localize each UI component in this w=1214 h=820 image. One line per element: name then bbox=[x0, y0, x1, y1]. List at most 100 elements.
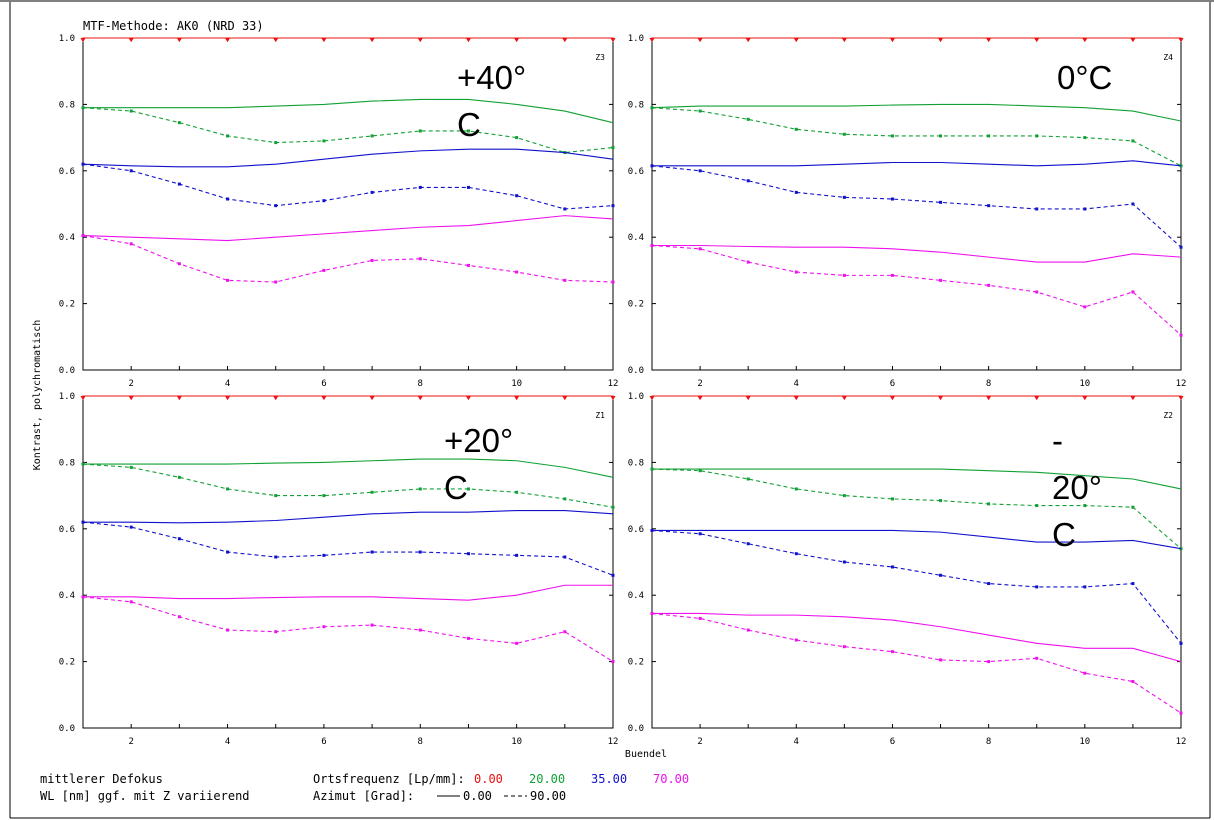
series-line-70-00-solid bbox=[83, 584, 613, 601]
data-point bbox=[987, 502, 991, 506]
data-point bbox=[1035, 207, 1039, 211]
data-point bbox=[81, 595, 85, 599]
data-point bbox=[370, 623, 374, 627]
data-point bbox=[370, 134, 374, 138]
data-point bbox=[417, 38, 423, 42]
data-point bbox=[466, 636, 470, 640]
footer-defokus: mittlerer Defokus bbox=[40, 772, 163, 786]
zone-label: Z2 bbox=[1163, 411, 1173, 420]
data-point bbox=[746, 542, 750, 546]
data-point bbox=[225, 396, 231, 400]
data-point bbox=[514, 38, 520, 42]
data-point bbox=[321, 396, 327, 400]
x-tick-label: 2 bbox=[128, 379, 133, 389]
data-point bbox=[273, 38, 279, 42]
data-point bbox=[1035, 656, 1039, 660]
data-point bbox=[794, 638, 798, 642]
x-tick-label: 4 bbox=[794, 379, 799, 389]
data-point bbox=[274, 555, 278, 559]
x-tick-label: 2 bbox=[697, 379, 702, 389]
data-point bbox=[177, 182, 181, 186]
data-point bbox=[1131, 139, 1135, 143]
data-point bbox=[226, 278, 230, 282]
data-point bbox=[842, 494, 846, 498]
y-tick-label: 0.4 bbox=[59, 233, 75, 243]
data-point bbox=[322, 199, 326, 203]
legend-azimut-solid: 0.00 bbox=[463, 789, 492, 803]
data-point bbox=[793, 396, 799, 400]
data-point bbox=[1035, 134, 1039, 138]
y-tick-label: 0.2 bbox=[628, 300, 644, 310]
data-point bbox=[465, 396, 471, 400]
data-point bbox=[370, 258, 374, 262]
y-tick-label: 0.4 bbox=[628, 233, 644, 243]
y-tick-label: 0.6 bbox=[628, 167, 644, 177]
data-point bbox=[650, 467, 654, 471]
x-tick-label: 10 bbox=[1079, 379, 1090, 389]
x-tick-label: 8 bbox=[986, 737, 991, 747]
y-tick-label: 0.0 bbox=[59, 366, 75, 376]
data-point bbox=[649, 38, 655, 42]
data-point bbox=[322, 139, 326, 143]
data-point bbox=[274, 204, 278, 208]
data-point bbox=[1083, 136, 1087, 140]
y-tick-label: 1.0 bbox=[59, 392, 75, 402]
series-line-35-00-dashed bbox=[651, 165, 1182, 248]
legend-azimut-label: Azimut [Grad]: bbox=[313, 789, 414, 803]
data-point bbox=[1034, 396, 1040, 400]
data-point bbox=[1178, 396, 1184, 400]
data-point bbox=[939, 499, 943, 503]
data-point bbox=[370, 490, 374, 494]
data-point bbox=[746, 260, 750, 264]
data-point bbox=[890, 197, 894, 201]
data-point bbox=[1131, 290, 1135, 294]
y-tick-label: 0.8 bbox=[59, 100, 75, 110]
series-line-70-00-solid bbox=[652, 612, 1182, 663]
data-point bbox=[563, 207, 567, 211]
footer-wl: WL [nm] ggf. mit Z variierend bbox=[40, 789, 250, 803]
temperature-annotation: C bbox=[1052, 516, 1076, 553]
plot-frame bbox=[82, 395, 614, 729]
data-point bbox=[129, 169, 133, 173]
data-point bbox=[418, 628, 422, 632]
temperature-annotation: C bbox=[444, 469, 468, 506]
data-point bbox=[1130, 38, 1136, 42]
x-tick-label: 4 bbox=[225, 379, 230, 389]
x-tick-label: 10 bbox=[511, 379, 522, 389]
series-line-70-00-dashed bbox=[82, 234, 614, 283]
data-point bbox=[1179, 245, 1183, 249]
x-tick-label: 12 bbox=[608, 737, 619, 747]
x-tick-label: 4 bbox=[225, 737, 230, 747]
data-point bbox=[177, 262, 181, 266]
data-point bbox=[698, 109, 702, 113]
data-point bbox=[322, 553, 326, 557]
data-point bbox=[81, 162, 85, 166]
data-point bbox=[939, 573, 943, 577]
data-point bbox=[563, 278, 567, 282]
temperature-annotation: +20° bbox=[444, 422, 513, 459]
series-line-20-00-solid bbox=[83, 98, 614, 124]
x-tick-label: 8 bbox=[986, 379, 991, 389]
panel-bottom-left: 0.0 0.2 0.4 0.6 0.8 1.0 2 4 6 8 10 12 Z1 +20° C bbox=[59, 392, 619, 747]
plot-frame bbox=[651, 395, 1182, 729]
data-point bbox=[80, 396, 86, 400]
data-point bbox=[81, 520, 85, 524]
data-point bbox=[515, 553, 519, 557]
data-point bbox=[841, 396, 847, 400]
data-point bbox=[129, 525, 133, 529]
data-point bbox=[225, 38, 231, 42]
data-point bbox=[1131, 680, 1135, 684]
x-tick-label: 4 bbox=[794, 737, 799, 747]
data-point bbox=[370, 190, 374, 194]
data-point bbox=[698, 169, 702, 173]
temperature-annotation: +40° bbox=[457, 59, 526, 96]
data-point bbox=[322, 494, 326, 498]
data-point bbox=[698, 469, 702, 473]
zone-label: Z1 bbox=[595, 411, 605, 420]
data-point bbox=[939, 200, 943, 204]
data-point bbox=[794, 487, 798, 491]
data-point bbox=[1035, 504, 1039, 508]
y-tick-label: 0.2 bbox=[59, 300, 75, 310]
data-point bbox=[81, 106, 85, 110]
data-point bbox=[842, 195, 846, 199]
